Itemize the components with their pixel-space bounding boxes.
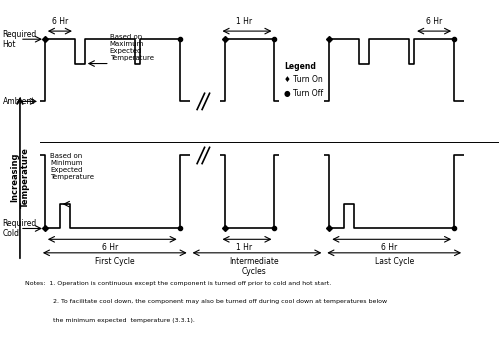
- Text: Legend: Legend: [284, 62, 316, 71]
- Text: Increasing
Temperature: Increasing Temperature: [10, 147, 29, 208]
- Text: 6 Hr: 6 Hr: [426, 17, 442, 26]
- Text: First Cycle: First Cycle: [95, 257, 135, 266]
- Text: the minimum expected  temperature (3.3.1).: the minimum expected temperature (3.3.1)…: [25, 318, 195, 323]
- Text: 2. To facilitate cool down, the component may also be turned off during cool dow: 2. To facilitate cool down, the componen…: [25, 299, 387, 305]
- Text: 6 Hr: 6 Hr: [381, 243, 397, 252]
- Text: 6 Hr: 6 Hr: [52, 17, 68, 26]
- Text: Intermediate
Cycles: Intermediate Cycles: [230, 257, 279, 276]
- Text: Based on
Minimum
Expected
Temperature: Based on Minimum Expected Temperature: [50, 153, 94, 180]
- Text: Required
Hot: Required Hot: [2, 29, 37, 49]
- Text: Based on
Maximum
Expected
Temperature: Based on Maximum Expected Temperature: [110, 34, 154, 61]
- Text: 1 Hr: 1 Hr: [237, 243, 252, 252]
- Text: ♦ Turn On: ♦ Turn On: [284, 75, 323, 84]
- Text: Last Cycle: Last Cycle: [375, 257, 414, 266]
- Text: ● Turn Off: ● Turn Off: [284, 89, 323, 98]
- Text: Required
Cold: Required Cold: [2, 219, 37, 238]
- Text: Notes:  1. Operation is continuous except the component is turned off prior to c: Notes: 1. Operation is continuous except…: [25, 281, 331, 286]
- Text: 6 Hr: 6 Hr: [102, 243, 118, 252]
- Text: 1 Hr: 1 Hr: [237, 17, 252, 26]
- Text: Ambient: Ambient: [2, 97, 35, 106]
